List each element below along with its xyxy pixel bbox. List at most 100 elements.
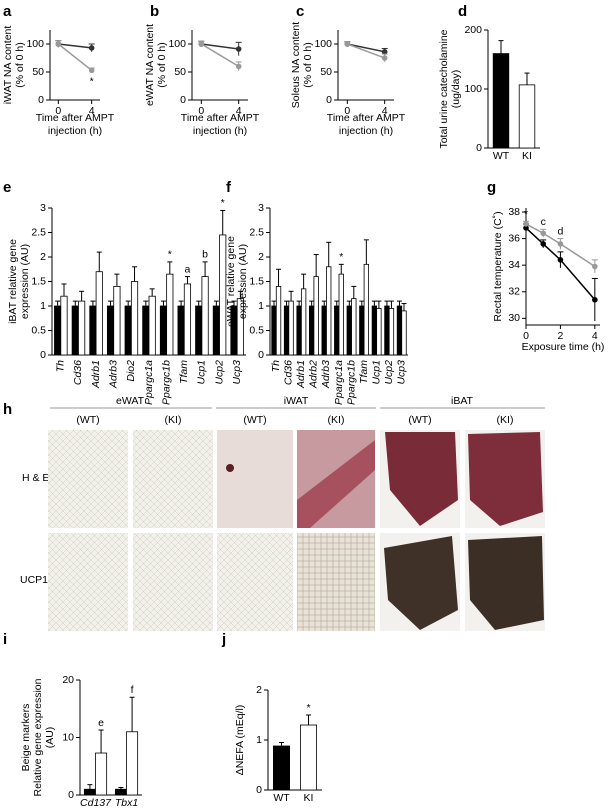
y-axis-title: eWAT NA content (144, 24, 156, 106)
point (88, 45, 95, 51)
y-tick-label: 0 (40, 349, 46, 361)
micrograph (48, 430, 128, 528)
line (525, 223, 596, 268)
bar (376, 308, 382, 356)
micrograph-detail (468, 432, 543, 526)
bar (283, 305, 290, 356)
y-tick-label: 1.5 (31, 275, 46, 287)
x-tick-label: Ppargc1b (345, 360, 357, 405)
y-tick-label: 1.5 (249, 275, 264, 287)
y-tick-label: 1 (40, 300, 46, 312)
genotype-label: (KI) (328, 414, 345, 426)
x-tick-label: Th (270, 360, 282, 372)
y-axis-title: expression (AU) (237, 244, 249, 319)
bar (271, 305, 277, 356)
micrograph (48, 533, 128, 631)
bar (275, 285, 282, 356)
y-tick-label: 2 (258, 251, 264, 263)
y-tick-label: 0 (326, 94, 332, 106)
y-tick-label: 3 (258, 202, 264, 214)
point (381, 49, 388, 55)
y-tick-label: 32 (508, 286, 520, 298)
line (200, 43, 240, 68)
bar (326, 266, 332, 356)
point (88, 67, 95, 74)
point (540, 230, 547, 237)
bar (148, 295, 156, 356)
tissue-label: iBAT (451, 395, 474, 407)
x-tick-label: Adrb1 (90, 360, 102, 389)
annotation: * (524, 208, 528, 220)
bar (54, 305, 62, 356)
y-tick-label: 200 (464, 24, 482, 36)
bar (219, 234, 227, 356)
y-tick-label: 100 (26, 38, 44, 50)
point (592, 263, 598, 270)
micrograph-detail (385, 432, 458, 526)
y-tick-label: 38 (508, 206, 520, 218)
tissue-label: eWAT (116, 395, 145, 407)
y-tick-label: 20 (62, 674, 74, 686)
bar (95, 271, 103, 356)
stain-label: H & E (22, 472, 49, 484)
y-tick-label: 2.5 (249, 226, 264, 238)
bar (113, 285, 121, 356)
x-tick-label: Tfam (358, 360, 370, 384)
point (198, 41, 205, 47)
y-tick-label: 30 (508, 312, 520, 324)
micrograph (217, 430, 293, 528)
bar (236, 298, 244, 356)
x-tick-label: Ucp3 (231, 360, 243, 385)
y-tick-label: 0.5 (31, 324, 46, 336)
micrograph (297, 533, 375, 631)
bar (130, 281, 139, 356)
annotation: f (131, 684, 134, 696)
line (57, 43, 93, 71)
bar (60, 295, 68, 356)
y-tick-label: 100 (168, 38, 186, 50)
line (347, 43, 385, 53)
x-tick-label: Tfam (178, 360, 190, 384)
bar (300, 288, 307, 356)
x-axis-title: Time after AMPT (36, 112, 115, 124)
bar (396, 305, 403, 356)
x-tick-label: 0 (55, 105, 61, 117)
y-tick-label: 100 (464, 83, 482, 95)
panel-letter: h (3, 401, 12, 418)
bar (299, 724, 317, 791)
x-tick-label: Tbx1 (115, 797, 138, 809)
y-tick-label: 0 (476, 142, 482, 154)
bar (401, 310, 407, 356)
line (201, 43, 239, 50)
x-tick-label: WT (493, 150, 510, 162)
bar (351, 298, 357, 356)
panel-letter: g (487, 179, 496, 196)
y-axis-title: (AU) (44, 727, 56, 749)
y-tick-label: 2 (256, 684, 262, 696)
bar (338, 273, 344, 356)
y-axis-title: Total urine catecholamine (438, 29, 450, 148)
annotation: * (221, 197, 225, 209)
x-tick-label: 4 (382, 105, 388, 117)
x-tick-label: Ucp2 (213, 360, 225, 385)
x-axis-title: injection (h) (48, 125, 102, 137)
y-axis-title: ΔNEFA (mEq/l) (234, 705, 246, 776)
bar (359, 305, 365, 356)
bar (78, 300, 86, 356)
y-tick-label: 2 (40, 251, 46, 263)
y-axis-title: (ug/day) (450, 70, 462, 109)
bar (195, 305, 203, 356)
y-axis-title: Soleus NA content (290, 22, 302, 108)
genotype-label: (WT) (408, 414, 431, 426)
micrograph (133, 533, 213, 631)
annotation: e (98, 717, 104, 729)
point (523, 221, 529, 227)
x-axis-title: injection (h) (339, 125, 393, 137)
line (58, 43, 92, 49)
annotation: a (185, 263, 191, 275)
y-axis-title: iBAT relative gene (7, 239, 19, 324)
line (525, 227, 596, 301)
x-tick-label: 4 (592, 330, 598, 342)
bar (126, 731, 139, 796)
y-axis-title: Beige markers (20, 704, 32, 772)
